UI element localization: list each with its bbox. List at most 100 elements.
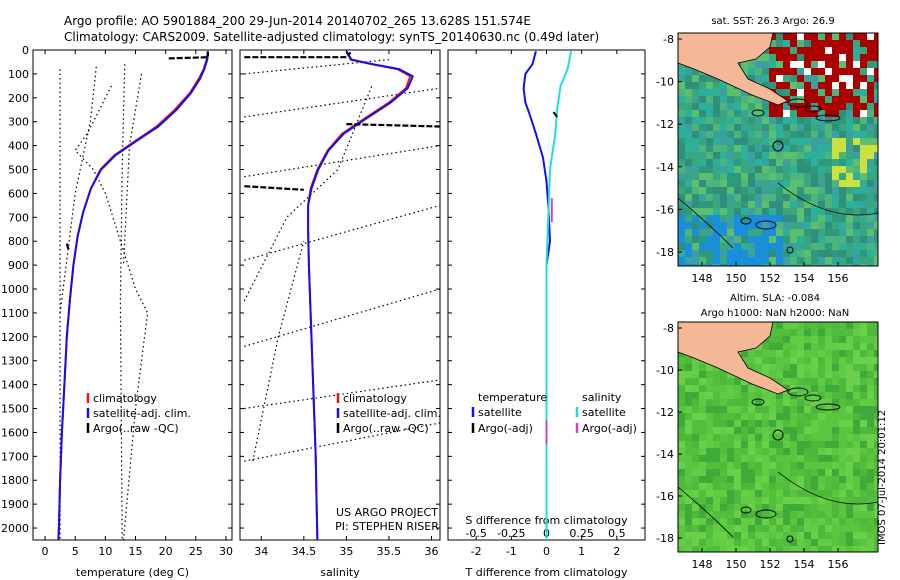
map-cell [860,89,867,96]
map-cell [741,378,748,385]
map-cell [853,201,860,208]
map-cell [839,54,846,61]
map-cell [790,264,797,266]
map-cell [699,173,706,180]
map-cell [811,343,818,350]
map-cell [783,229,790,236]
map-cell [860,434,867,441]
map-cell [692,371,699,378]
legend-label: Argo(-adj) [478,422,533,435]
map-cell [867,180,874,187]
map-cell [874,399,878,406]
map-cell [804,469,811,476]
map-cell [678,441,685,448]
map-cell [755,546,762,552]
map-cell [727,490,734,497]
island-outline [740,506,752,514]
map-cell [811,75,818,82]
map-cell [874,392,878,399]
map-cell [818,490,825,497]
map-cell [762,131,769,138]
map-cell [839,264,846,266]
map-cell [818,385,825,392]
map-cell [853,497,860,504]
temperature-tick-label: 0 [42,545,49,558]
map-cell [741,385,748,392]
map-cell [706,427,713,434]
map-cell [783,427,790,434]
map-cell [867,82,874,89]
map-cell [825,250,832,257]
map-cell [818,180,825,187]
map-cell [727,448,734,455]
map-cell [832,497,839,504]
map-cell [825,222,832,229]
map-cell [769,236,776,243]
project-annotation: US ARGO PROJECT [336,506,438,519]
map-cell [741,532,748,539]
map-cell [685,96,692,103]
map-cell [846,40,853,47]
map-cell [818,152,825,159]
map-cell [769,504,776,511]
map-cell [762,68,769,75]
map-cell [706,243,713,250]
map-cell [713,546,720,552]
map-cell [860,47,867,54]
map-cell [825,322,832,329]
lon-tick-label: 150 [726,558,747,571]
map-cell [678,110,685,117]
map-cell [818,322,825,329]
map-cell [832,371,839,378]
map-cell [734,497,741,504]
map-cell [832,539,839,546]
map-cell [832,145,839,152]
map-cell [874,194,878,201]
map-cell [853,264,860,266]
map-cell [692,180,699,187]
map-cell [699,180,706,187]
map-cell [755,173,762,180]
map-cell [734,264,741,266]
map-cell [720,392,727,399]
map-cell [818,138,825,145]
map-cell [853,61,860,68]
map-cell [797,525,804,532]
map-cell [867,208,874,215]
map-cell [846,54,853,61]
map-cell [741,546,748,552]
map-cell [874,131,878,138]
map-cell [678,504,685,511]
map-cell [741,194,748,201]
map-cell [804,166,811,173]
map-cell [720,483,727,490]
map-cell [776,187,783,194]
map-cell [874,462,878,469]
map-cell [776,483,783,490]
map-cell [678,138,685,145]
map-cell [797,75,804,82]
map-cell [797,343,804,350]
map-cell [734,399,741,406]
map-cell [685,145,692,152]
map-cell [790,399,797,406]
map-cell [734,117,741,124]
map-cell [762,145,769,152]
map-cell [860,413,867,420]
map-cell [818,208,825,215]
map-cell [846,469,853,476]
map-cell [692,117,699,124]
lat-tick-label: -8 [663,322,674,335]
map-cell [797,61,804,68]
map-cell [818,427,825,434]
map-cell [783,455,790,462]
map-cell [867,201,874,208]
map-cell [769,427,776,434]
map-cell [874,138,878,145]
map-cell [783,413,790,420]
map-cell [825,75,832,82]
map-cell [818,201,825,208]
map-cell [825,427,832,434]
map-cell [860,131,867,138]
map-cell [818,511,825,518]
